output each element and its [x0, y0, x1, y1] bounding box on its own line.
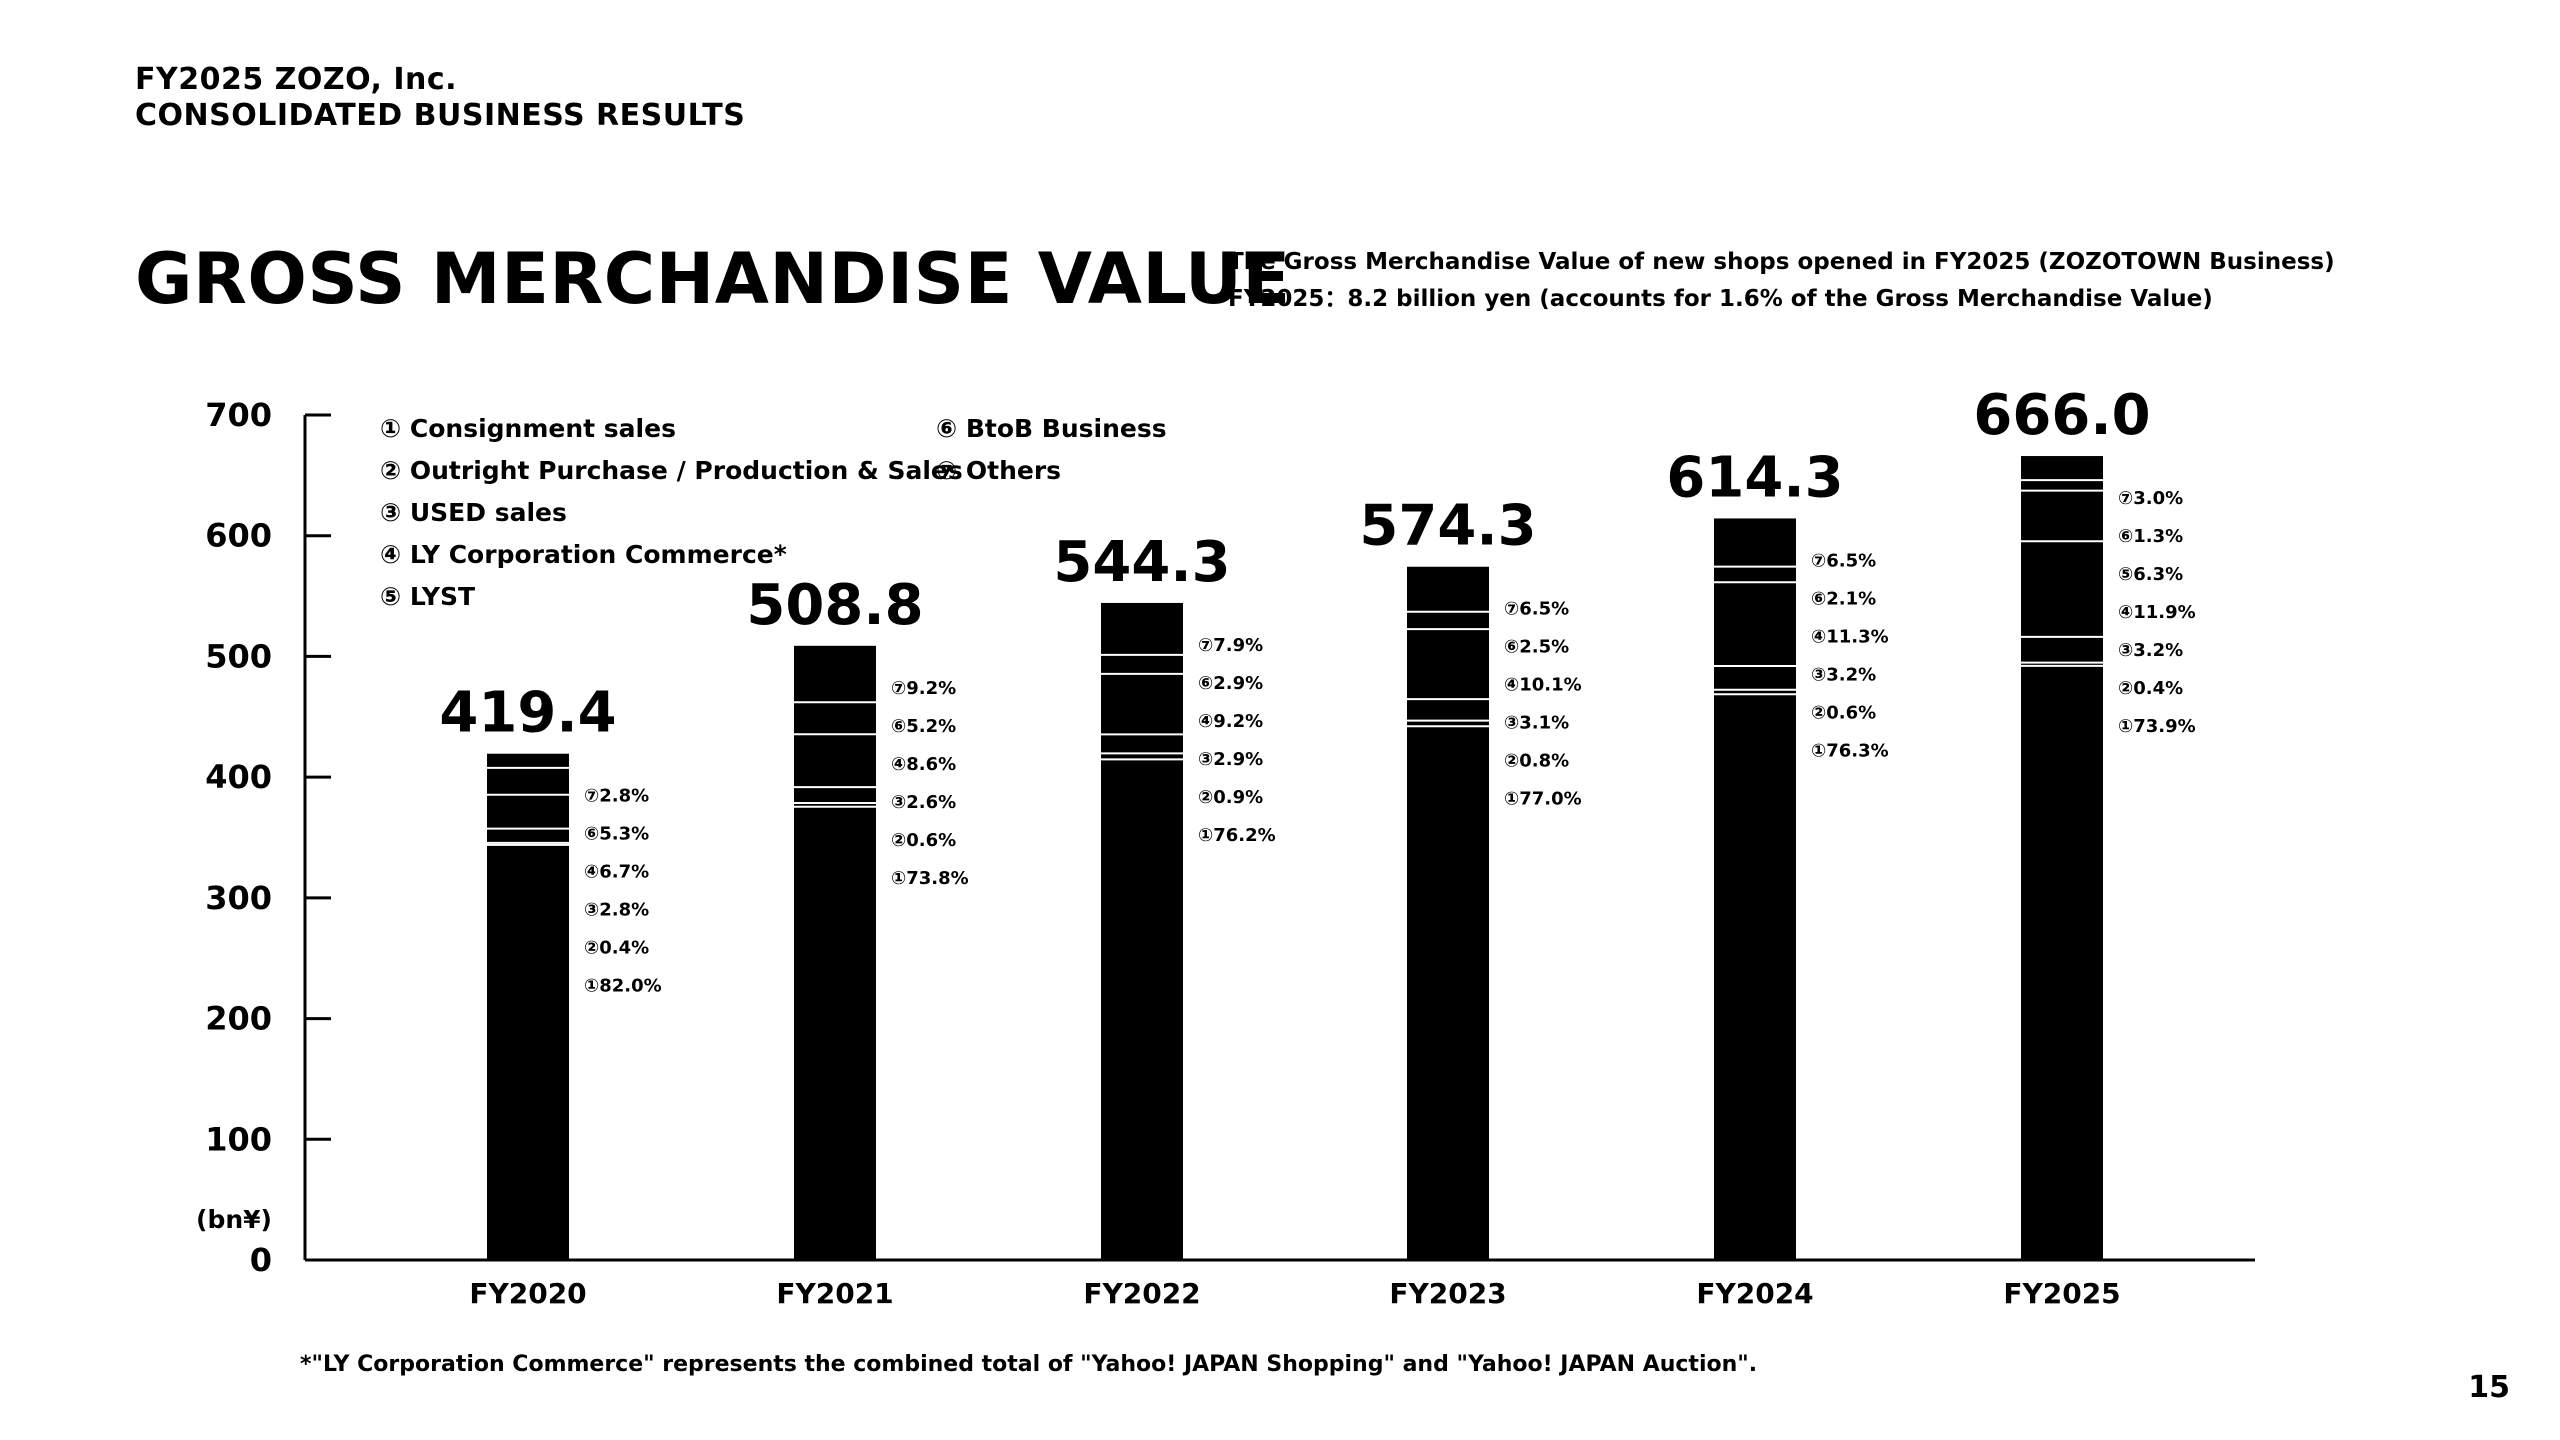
y-tick-label: 400 — [205, 758, 272, 796]
x-category-label: FY2025 — [2003, 1277, 2120, 1310]
share-label: ⑥5.3% — [584, 824, 649, 845]
y-tick-label: 600 — [205, 517, 272, 555]
bar-fy2022 — [1101, 602, 1183, 1260]
share-label: ①76.3% — [1811, 740, 1889, 761]
legend-right: ⑥ BtoB Business ⑦ Others — [936, 408, 1167, 492]
note-line-1: The Gross Merchandise Value of new shops… — [1228, 249, 2335, 275]
legend-item-outright-purchase: ② Outright Purchase / Production & Sales — [380, 456, 963, 485]
bar-total-label: 574.3 — [1359, 494, 1536, 559]
share-label: ⑥2.5% — [1504, 637, 1569, 658]
legend-item-others: ⑦ Others — [936, 456, 1062, 485]
share-label: ③2.6% — [891, 792, 956, 813]
y-tick-label: 200 — [205, 1000, 272, 1038]
share-label: ⑥1.3% — [2118, 526, 2183, 547]
share-label: ②0.6% — [891, 830, 956, 851]
share-label: ①76.2% — [1198, 825, 1276, 846]
page-title: GROSS MERCHANDISE VALUE — [135, 238, 1291, 320]
share-label: ③3.2% — [2118, 640, 2183, 661]
share-label: ④11.9% — [2118, 602, 2196, 623]
footnote: *"LY Corporation Commerce" represents th… — [300, 1352, 1758, 1377]
y-tick-label: 100 — [205, 1120, 272, 1158]
share-label: ⑦7.9% — [1198, 635, 1263, 656]
share-label: ⑦6.5% — [1504, 599, 1569, 620]
x-category-label: FY2020 — [469, 1277, 586, 1310]
y-unit-label: (bn¥) — [196, 1205, 272, 1234]
share-label: ②0.9% — [1198, 787, 1263, 808]
bar-total-label: 544.3 — [1053, 530, 1230, 595]
share-label: ⑥2.9% — [1198, 673, 1263, 694]
share-label: ④6.7% — [584, 862, 649, 883]
y-tick-label: 700 — [205, 396, 272, 434]
share-label: ④8.6% — [891, 754, 956, 775]
share-label: ③3.1% — [1504, 713, 1569, 734]
share-label: ④9.2% — [1198, 711, 1263, 732]
x-category-label: FY2024 — [1696, 1277, 1813, 1310]
share-label: ④11.3% — [1811, 626, 1889, 647]
note-line-2: FY2025：8.2 billion yen (accounts for 1.6… — [1228, 286, 2213, 312]
bar-fy2020 — [487, 753, 569, 1260]
share-label: ②0.4% — [2118, 678, 2183, 699]
share-label: ⑦3.0% — [2118, 488, 2183, 509]
y-tick-label: 500 — [205, 637, 272, 675]
share-label: ⑤6.3% — [2118, 564, 2183, 585]
bar-fy2025 — [2021, 456, 2103, 1260]
share-label: ③3.2% — [1811, 664, 1876, 685]
share-label: ②0.8% — [1504, 751, 1569, 772]
share-label: ⑦6.5% — [1811, 550, 1876, 571]
bar-total-label: 508.8 — [746, 573, 923, 638]
y-tick-label: 300 — [205, 879, 272, 917]
share-label: ①73.8% — [891, 868, 969, 889]
share-label: ①73.9% — [2118, 716, 2196, 737]
bar-total-label: 419.4 — [439, 681, 616, 746]
share-label: ①77.0% — [1504, 789, 1582, 810]
y-tick-label: 0 — [250, 1241, 272, 1279]
legend-item-lyst: ⑤ LYST — [380, 582, 476, 611]
share-label: ③2.9% — [1198, 749, 1263, 770]
share-label: ③2.8% — [584, 900, 649, 921]
share-label: ②0.6% — [1811, 702, 1876, 723]
legend-item-consignment: ① Consignment sales — [380, 414, 676, 443]
bar-fy2024 — [1714, 518, 1796, 1260]
share-label: ⑦2.8% — [584, 786, 649, 807]
bar-total-label: 614.3 — [1666, 445, 1843, 510]
share-label: ⑥5.2% — [891, 716, 956, 737]
x-category-label: FY2022 — [1083, 1277, 1200, 1310]
legend-item-ly-commerce: ④ LY Corporation Commerce* — [380, 540, 787, 569]
section-title: CONSOLIDATED BUSINESS RESULTS — [135, 98, 746, 133]
legend-left: ① Consignment sales ② Outright Purchase … — [380, 408, 963, 618]
company-header: FY2025 ZOZO, Inc. CONSOLIDATED BUSINESS … — [135, 62, 745, 134]
share-label: ②0.4% — [584, 938, 649, 959]
x-category-label: FY2021 — [776, 1277, 893, 1310]
share-label: ④10.1% — [1504, 675, 1582, 696]
x-category-label: FY2023 — [1389, 1277, 1506, 1310]
bar-fy2023 — [1407, 566, 1489, 1260]
company-name: FY2025 ZOZO, Inc. — [135, 62, 458, 97]
page-number: 15 — [2468, 1370, 2510, 1405]
bar-fy2021 — [794, 645, 876, 1260]
bar-total-label: 666.0 — [1973, 383, 2150, 448]
new-shops-note: The Gross Merchandise Value of new shops… — [1228, 244, 2335, 318]
share-label: ①82.0% — [584, 976, 662, 997]
legend-item-btob: ⑥ BtoB Business — [936, 414, 1167, 443]
share-label: ⑦9.2% — [891, 678, 956, 699]
legend-item-used-sales: ③ USED sales — [380, 498, 567, 527]
share-label: ⑥2.1% — [1811, 588, 1876, 609]
